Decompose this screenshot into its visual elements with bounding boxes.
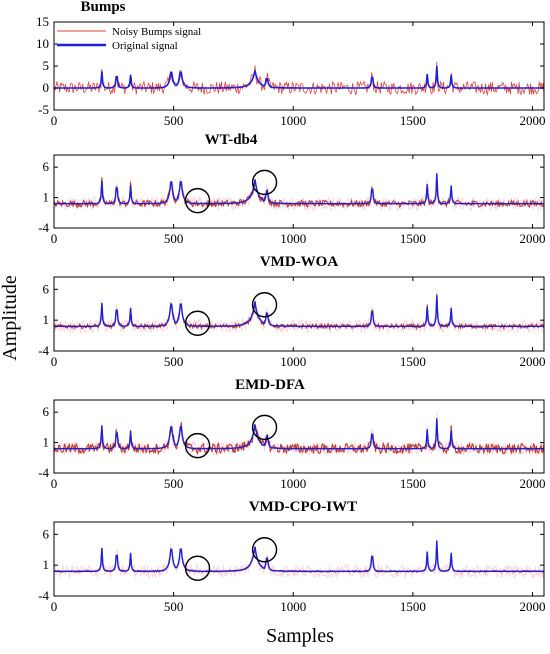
x-tick-label: 0 xyxy=(51,354,58,369)
plot-area xyxy=(54,412,544,457)
annotation-circle xyxy=(184,187,211,214)
x-tick-label: 500 xyxy=(164,599,184,614)
annotation-circle xyxy=(251,414,278,441)
y-tick-label: -5 xyxy=(38,102,49,117)
y-tick-label: 0 xyxy=(43,80,50,95)
plot-area xyxy=(54,173,544,212)
series-original-line xyxy=(54,173,544,205)
x-tick-label: 2000 xyxy=(520,231,546,246)
x-tick-label: 1000 xyxy=(280,231,306,246)
y-tick-label: 6 xyxy=(43,526,50,541)
x-tick-label: 500 xyxy=(164,476,184,491)
x-tick-label: 1500 xyxy=(400,599,426,614)
y-tick-label: 6 xyxy=(43,159,50,174)
x-tick-label: 1500 xyxy=(400,476,426,491)
x-tick-label: 500 xyxy=(164,231,184,246)
x-tick-label: 0 xyxy=(51,599,58,614)
x-tick-label: 1500 xyxy=(400,354,426,369)
axes-frame xyxy=(53,276,545,352)
legend: Noisy Bumps signal Original signal xyxy=(57,26,201,52)
x-tick-label: 1000 xyxy=(280,599,306,614)
x-tick-label: 2000 xyxy=(520,113,546,128)
axes-frame xyxy=(53,154,545,229)
y-tick-label: 1 xyxy=(43,312,50,327)
legend-entry: Noisy Bumps signal xyxy=(112,26,201,38)
x-tick-label: 2000 xyxy=(520,599,546,614)
panel-title: Bumps xyxy=(80,0,125,15)
series-original-line xyxy=(54,540,544,572)
x-tick-label: 0 xyxy=(51,231,58,246)
plot-area xyxy=(54,61,544,97)
x-tick-label: 2000 xyxy=(520,354,546,369)
plot-area xyxy=(54,290,544,335)
x-tick-label: 500 xyxy=(164,354,184,369)
series-denoised-line xyxy=(54,420,544,456)
panel-emd-dfa: EMD-DFA 0 500 1000 1500 2000 -4 1 6 xyxy=(38,377,545,491)
x-tick-label: 500 xyxy=(164,113,184,128)
y-tick-label: 1 xyxy=(43,190,50,205)
axes-frame xyxy=(53,521,545,597)
y-tick-label: -4 xyxy=(38,220,49,235)
noisy-background-line xyxy=(54,538,544,580)
figure-xlabel: Samples xyxy=(266,625,334,647)
y-tick-label: 5 xyxy=(43,58,50,73)
y-tick-label: 1 xyxy=(43,557,50,572)
y-tick-label: 6 xyxy=(43,281,50,296)
noisy-background-line xyxy=(54,176,544,212)
panel-vmd-cpo-iwt: VMD-CPO-IWT 0 500 1000 1500 2000 -4 1 6 xyxy=(38,499,545,614)
x-tick-label: 1000 xyxy=(280,113,306,128)
series-noisy-line xyxy=(54,61,544,97)
x-tick-label: 0 xyxy=(51,113,58,128)
y-tick-label: 15 xyxy=(36,14,49,29)
annotation-circle xyxy=(251,537,278,563)
annotation-circle xyxy=(251,169,278,196)
y-tick-label: 10 xyxy=(36,36,49,51)
panel-title: EMD-DFA xyxy=(235,377,305,393)
panel-title: VMD-WOA xyxy=(260,254,338,270)
figure-ylabel: Amplitude xyxy=(0,275,21,361)
series-original-line xyxy=(54,418,544,450)
x-tick-label: 1500 xyxy=(400,231,426,246)
y-tick-label: -4 xyxy=(38,588,49,603)
panel-title: WT-db4 xyxy=(205,132,258,148)
y-tick-label: -4 xyxy=(38,343,49,358)
panel-title: VMD-CPO-IWT xyxy=(249,499,357,515)
y-tick-label: -4 xyxy=(38,465,49,480)
annotation-circle xyxy=(184,555,211,581)
series-original-line xyxy=(54,295,544,327)
plot-area xyxy=(54,538,544,580)
x-tick-label: 1000 xyxy=(280,476,306,491)
annotation-circle xyxy=(184,310,211,336)
panel-wt-db4: WT-db4 0 500 1000 1500 2000 -4 1 6 xyxy=(38,132,545,246)
x-tick-label: 1000 xyxy=(280,354,306,369)
y-tick-label: 6 xyxy=(43,404,50,419)
noisy-background-line xyxy=(54,290,544,335)
axes-frame xyxy=(53,399,545,474)
annotation-circle xyxy=(184,432,211,459)
series-original-line xyxy=(54,65,544,89)
x-tick-label: 2000 xyxy=(520,476,546,491)
x-tick-label: 0 xyxy=(51,476,58,491)
legend-entry: Original signal xyxy=(112,40,178,52)
y-tick-label: 1 xyxy=(43,435,50,450)
panel-vmd-woa: VMD-WOA 0 500 1000 1500 2000 -4 1 6 xyxy=(38,254,545,369)
x-tick-label: 1500 xyxy=(400,113,426,128)
annotation-circle xyxy=(251,292,278,318)
